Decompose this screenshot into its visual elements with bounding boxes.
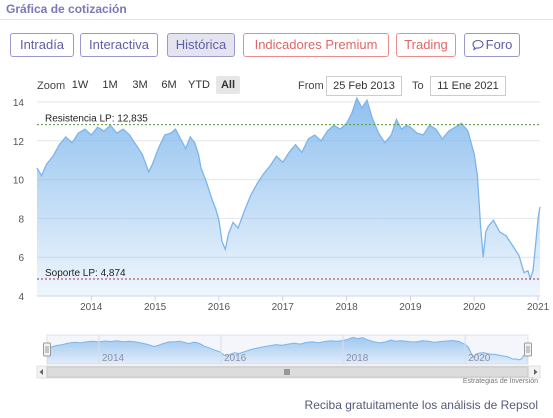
x-tick-label: 2014	[80, 302, 103, 313]
zoom-all-button[interactable]: All	[216, 76, 240, 94]
zoom-1m-button[interactable]: 1M	[102, 79, 118, 91]
y-tick-label: 6	[18, 253, 24, 264]
zoom-ytd-button[interactable]: YTD	[188, 79, 210, 91]
price-line	[36, 96, 541, 281]
tab-historica[interactable]: Histórica	[167, 33, 235, 57]
from-date-input[interactable]: 25 Feb 2013	[326, 76, 402, 96]
navigator-left-handle[interactable]	[43, 342, 51, 357]
x-tick-label: 2019	[399, 302, 422, 313]
to-date-input[interactable]: 11 Ene 2021	[430, 76, 506, 96]
y-tick-label: 14	[13, 98, 25, 109]
to-label: To	[412, 80, 424, 92]
navigator-line	[46, 336, 529, 361]
zoom-1w-button[interactable]: 1W	[71, 79, 89, 91]
y-tick-label: 4	[18, 292, 24, 303]
resistance-label: Resistencia LP: 12,835	[45, 114, 148, 125]
x-tick-label: 2021	[527, 302, 550, 313]
x-tick-label: 2020	[463, 302, 486, 313]
navigator-tick-label: 2016	[224, 353, 247, 364]
y-tick-label: 12	[13, 137, 25, 148]
x-tick-label: 2015	[144, 302, 167, 313]
footer-link[interactable]: Reciba gratuitamente los análisis de Rep…	[304, 398, 538, 412]
navigator-tick-label: 2018	[346, 353, 369, 364]
scroll-right-arrow-icon[interactable]	[534, 369, 538, 375]
chat-bubble-icon	[472, 36, 484, 58]
tab-interactiva[interactable]: Interactiva	[80, 33, 158, 57]
support-label: Soporte LP: 4,874	[45, 268, 126, 279]
navigator-tick-label: 2014	[102, 353, 125, 364]
navigator-right-handle[interactable]	[524, 342, 532, 357]
tab-foro[interactable]: Foro	[464, 33, 520, 57]
scroll-left-arrow-icon[interactable]	[39, 369, 44, 375]
tab-indicadores-premium[interactable]: Indicadores Premium	[243, 33, 389, 57]
x-tick-label: 2017	[272, 302, 295, 313]
section-title: Gráfica de cotización	[6, 2, 127, 16]
title-divider	[0, 19, 553, 20]
price-area	[37, 98, 540, 296]
zoom-6m-button[interactable]: 6M	[161, 79, 177, 91]
y-tick-label: 10	[13, 176, 25, 187]
navigator-area	[47, 337, 528, 364]
y-tick-label: 8	[18, 214, 24, 225]
tab-intradia[interactable]: Intradía	[10, 33, 74, 57]
x-tick-label: 2016	[208, 302, 231, 313]
from-label: From	[298, 80, 324, 92]
x-tick-label: 2018	[335, 302, 358, 313]
chart-credit: Estrategias de Inversión	[462, 378, 538, 385]
zoom-label: Zoom	[37, 80, 66, 92]
tab-foro-label: Foro	[485, 37, 513, 52]
tab-trading[interactable]: Trading	[396, 33, 456, 57]
navigator-tick-label: 2020	[468, 353, 491, 364]
zoom-3m-button[interactable]: 3M	[132, 79, 148, 91]
